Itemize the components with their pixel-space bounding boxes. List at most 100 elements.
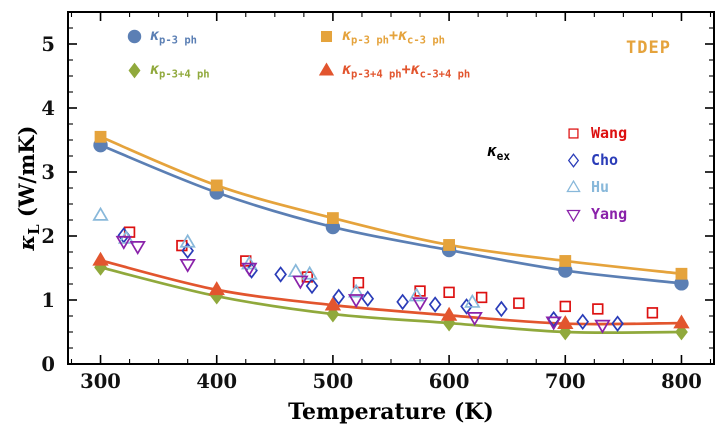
circle-legend-icon <box>127 29 142 44</box>
experiment-legend-title: κex <box>487 141 510 163</box>
experiment-legend-label: Yang <box>591 205 628 223</box>
legend-text-part: κ <box>342 59 352 78</box>
triangle-up-marker <box>464 293 481 308</box>
y-axis-label: κL (W/mK) <box>14 38 44 338</box>
experiment-legend-item-cho: Cho <box>566 151 627 169</box>
legend-text-part: κ <box>14 234 39 251</box>
diamond-legend-icon <box>128 62 141 78</box>
model-legend: κp-3 ph κp-3 ph+κc-3 ph κp-3+4 ph κp-3+4 ph… <box>126 26 470 80</box>
diamond-marker <box>128 62 141 78</box>
square-marker <box>443 239 455 251</box>
tick-label: 1 <box>41 289 55 312</box>
square-marker <box>475 291 488 304</box>
plot-frame <box>67 11 715 365</box>
triangle-down-marker <box>292 275 309 290</box>
model-legend-item-1: κp-3 ph+κc-3 ph <box>318 26 470 47</box>
triangle-down-marker <box>115 235 132 250</box>
legend-text-part: p-3 ph <box>159 34 197 47</box>
series-line <box>99 266 683 335</box>
diamond-marker <box>576 313 590 331</box>
triangle-up-legend-icon <box>318 61 335 75</box>
tick-label: 400 <box>196 370 237 393</box>
circle-marker <box>127 29 142 44</box>
legend-text-part: κ <box>150 59 160 78</box>
experiment-legend-item-wang: Wang <box>566 124 627 142</box>
triangle-down-marker <box>347 294 365 309</box>
experiment-legend-label: Cho <box>591 151 619 169</box>
experiment-legend: Wang Cho Hu Yang <box>566 124 627 223</box>
triangle-up-marker <box>287 263 304 278</box>
triangle-down-marker <box>241 262 258 277</box>
series-model-1 <box>99 135 683 276</box>
triangle-up-marker <box>440 306 458 321</box>
circle-marker <box>674 276 689 291</box>
diamond-marker <box>611 315 624 332</box>
triangle-up-marker <box>324 296 342 311</box>
tick-label: 700 <box>545 370 586 393</box>
model-legend-label: κp-3+4 ph <box>150 60 210 81</box>
series-model-markers-1 <box>94 130 688 280</box>
square-marker <box>94 130 107 143</box>
legend-text-part: p-3+4 ph <box>159 68 210 81</box>
tick-label: 0 <box>41 353 55 376</box>
legend-text-part: c-3+4 ph <box>419 68 471 81</box>
experiment-legend-item-hu: Hu <box>566 178 627 196</box>
square-marker <box>559 300 571 313</box>
tick-label: 600 <box>429 370 470 393</box>
triangle-down-marker <box>411 297 429 312</box>
legend-text-part: κ <box>410 59 420 78</box>
legend-text-part: ex <box>496 149 511 163</box>
triangle-up-marker <box>301 265 318 280</box>
triangle-up-marker <box>208 281 225 296</box>
legend-text-part: p-3+4 ph <box>351 68 402 81</box>
series-exp-hu <box>92 206 481 308</box>
series-model-markers-3 <box>92 251 690 330</box>
tick-label: 4 <box>41 97 55 120</box>
model-legend-item-0: κp-3 ph <box>126 26 318 47</box>
triangle-up-marker <box>566 179 581 192</box>
diamond-marker <box>428 296 442 313</box>
diamond-marker <box>305 277 319 295</box>
triangle-up-marker <box>92 206 109 221</box>
series-line <box>99 143 683 285</box>
model-legend-item-2: κp-3+4 ph <box>126 60 318 81</box>
model-legend-label: κp-3 ph+κc-3 ph <box>342 26 445 47</box>
triangle-up-marker <box>92 251 109 266</box>
legend-text-part: L <box>26 224 44 235</box>
triangle-up-marker <box>408 287 425 302</box>
square-marker <box>443 286 455 299</box>
diamond-marker <box>361 290 375 308</box>
legend-text-part: κ <box>342 26 352 44</box>
square-marker <box>327 212 339 224</box>
model-legend-item-3: κp-3+4 ph+κc-3+4 ph <box>318 60 470 81</box>
x-axis-label: Temperature (K) <box>288 399 494 425</box>
experiment-legend-label: Hu <box>591 178 610 196</box>
diamond-marker <box>567 152 580 168</box>
diamond-marker <box>396 293 409 311</box>
triangle-down-marker <box>566 209 581 222</box>
square-marker <box>210 179 223 192</box>
diamond-marker <box>460 298 473 315</box>
legend-text-part: κ <box>398 26 408 44</box>
tick-label: 2 <box>41 225 55 248</box>
series-exp-yang <box>115 235 611 334</box>
tick-label: 500 <box>313 370 354 393</box>
tick-label: 300 <box>80 370 121 393</box>
legend-text-part: (W/mK) <box>14 125 39 225</box>
triangle-down-marker <box>129 241 146 255</box>
triangle-up-marker <box>673 314 690 329</box>
square-legend-icon <box>320 30 333 42</box>
square-marker <box>559 255 572 267</box>
legend-text-part: κ <box>150 26 160 44</box>
series-model-0 <box>99 143 683 285</box>
triangle-up-marker <box>179 233 196 248</box>
circle-marker <box>558 263 573 278</box>
tick-label: 800 <box>661 370 702 393</box>
model-legend-label: κp-3+4 ph+κc-3+4 ph <box>342 60 470 81</box>
series-model-2 <box>99 266 683 335</box>
legend-text-part: p-3 ph <box>351 34 389 47</box>
diamond-marker <box>274 266 287 283</box>
series-line <box>99 135 683 276</box>
diamond-marker <box>495 300 508 318</box>
